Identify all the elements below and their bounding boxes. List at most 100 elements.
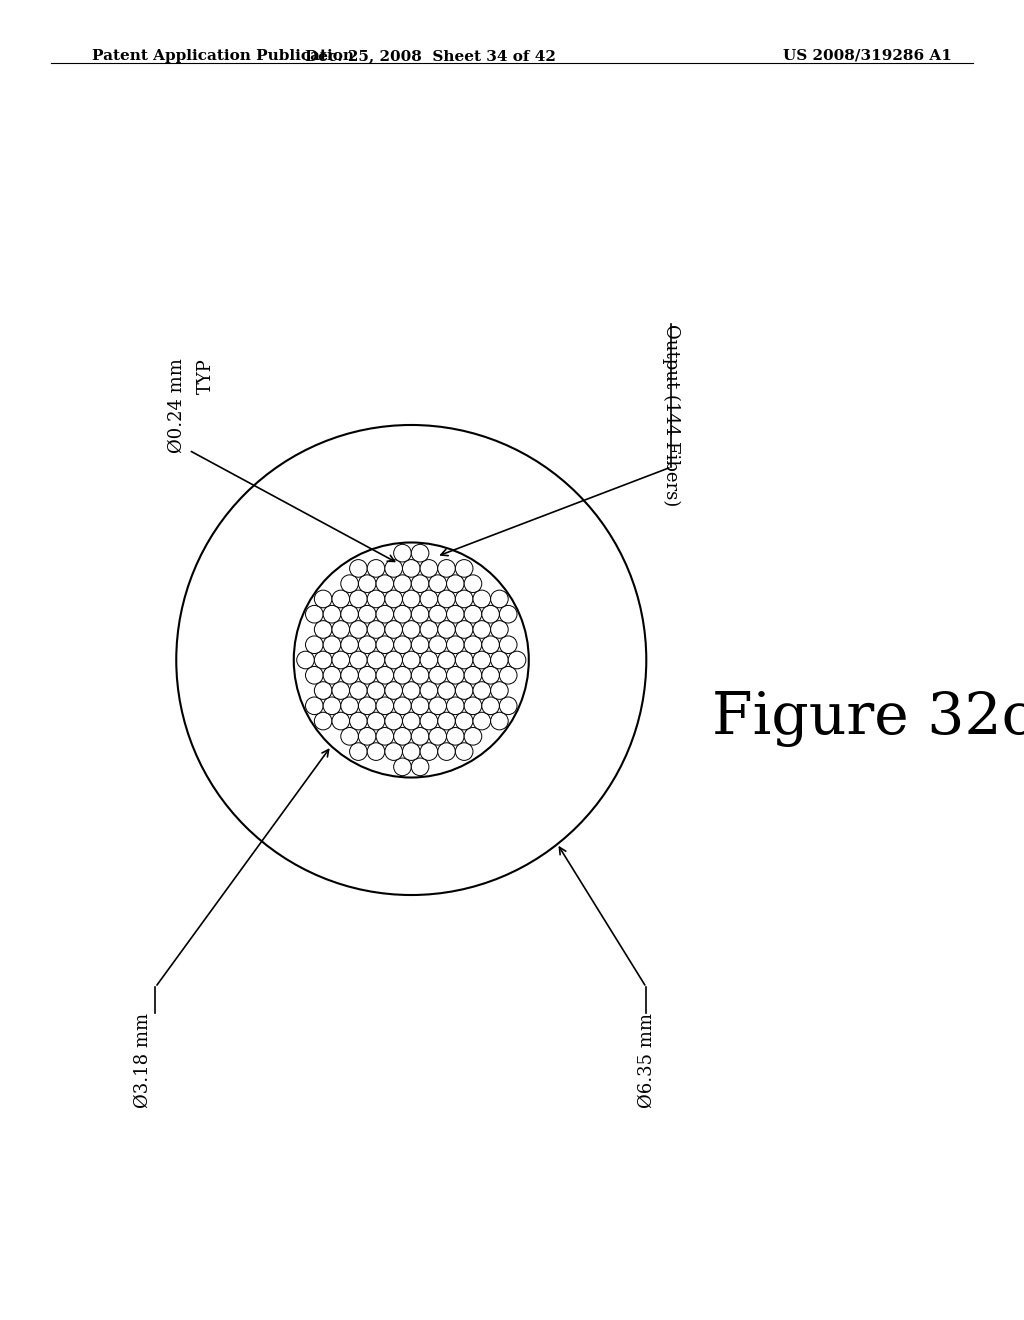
Circle shape <box>420 651 437 669</box>
Circle shape <box>393 606 412 623</box>
Circle shape <box>324 697 341 714</box>
Circle shape <box>368 620 385 639</box>
Circle shape <box>368 560 385 577</box>
Circle shape <box>294 543 528 777</box>
Circle shape <box>437 713 456 730</box>
Circle shape <box>324 606 341 623</box>
Circle shape <box>420 681 437 700</box>
Circle shape <box>446 667 464 684</box>
Circle shape <box>473 620 490 639</box>
Circle shape <box>500 667 517 684</box>
Circle shape <box>473 651 490 669</box>
Circle shape <box>358 576 376 593</box>
Circle shape <box>341 667 358 684</box>
Circle shape <box>412 576 429 593</box>
Circle shape <box>314 590 332 607</box>
Circle shape <box>446 727 464 744</box>
Circle shape <box>437 590 456 607</box>
Circle shape <box>341 576 358 593</box>
Circle shape <box>332 620 349 639</box>
Circle shape <box>385 620 402 639</box>
Circle shape <box>305 636 324 653</box>
Text: Ø0.24 mm: Ø0.24 mm <box>167 358 185 453</box>
Circle shape <box>456 743 473 760</box>
Circle shape <box>412 544 429 562</box>
Text: US 2008/319286 A1: US 2008/319286 A1 <box>783 49 952 63</box>
Circle shape <box>420 620 437 639</box>
Circle shape <box>429 576 446 593</box>
Circle shape <box>402 590 420 607</box>
Circle shape <box>349 713 368 730</box>
Circle shape <box>464 576 481 593</box>
Circle shape <box>420 713 437 730</box>
Circle shape <box>314 651 332 669</box>
Circle shape <box>420 560 437 577</box>
Circle shape <box>393 758 412 776</box>
Circle shape <box>412 636 429 653</box>
Circle shape <box>393 727 412 744</box>
Circle shape <box>456 713 473 730</box>
Circle shape <box>376 606 393 623</box>
Text: TYP: TYP <box>197 358 215 393</box>
Circle shape <box>385 681 402 700</box>
Circle shape <box>305 667 324 684</box>
Circle shape <box>349 560 368 577</box>
Circle shape <box>429 606 446 623</box>
Circle shape <box>305 697 324 714</box>
Circle shape <box>349 651 368 669</box>
Circle shape <box>332 651 349 669</box>
Circle shape <box>429 636 446 653</box>
Circle shape <box>324 636 341 653</box>
Circle shape <box>464 636 481 653</box>
Circle shape <box>473 713 490 730</box>
Circle shape <box>314 681 332 700</box>
Circle shape <box>358 636 376 653</box>
Circle shape <box>481 697 500 714</box>
Text: Figure 32c: Figure 32c <box>712 690 1024 747</box>
Circle shape <box>332 681 349 700</box>
Circle shape <box>420 743 437 760</box>
Circle shape <box>332 713 349 730</box>
Circle shape <box>393 576 412 593</box>
Circle shape <box>490 620 508 639</box>
Circle shape <box>437 743 456 760</box>
Circle shape <box>490 651 508 669</box>
Circle shape <box>420 590 437 607</box>
Circle shape <box>349 743 368 760</box>
Circle shape <box>376 667 393 684</box>
Circle shape <box>376 727 393 744</box>
Circle shape <box>349 681 368 700</box>
Circle shape <box>368 681 385 700</box>
Circle shape <box>314 620 332 639</box>
Circle shape <box>481 667 500 684</box>
Circle shape <box>473 681 490 700</box>
Circle shape <box>368 743 385 760</box>
Circle shape <box>402 620 420 639</box>
Circle shape <box>376 697 393 714</box>
Circle shape <box>349 590 368 607</box>
Circle shape <box>393 544 412 562</box>
Circle shape <box>332 590 349 607</box>
Circle shape <box>402 743 420 760</box>
Circle shape <box>402 560 420 577</box>
Circle shape <box>341 727 358 744</box>
Text: Dec. 25, 2008  Sheet 34 of 42: Dec. 25, 2008 Sheet 34 of 42 <box>305 49 555 63</box>
Circle shape <box>376 636 393 653</box>
Circle shape <box>393 667 412 684</box>
Circle shape <box>341 606 358 623</box>
Circle shape <box>376 576 393 593</box>
Circle shape <box>490 590 508 607</box>
Circle shape <box>412 697 429 714</box>
Circle shape <box>368 651 385 669</box>
Circle shape <box>385 560 402 577</box>
Circle shape <box>481 636 500 653</box>
Circle shape <box>368 590 385 607</box>
Circle shape <box>456 560 473 577</box>
Circle shape <box>412 727 429 744</box>
Text: Output (144 Fibers): Output (144 Fibers) <box>663 325 681 507</box>
Circle shape <box>500 697 517 714</box>
Circle shape <box>358 667 376 684</box>
Circle shape <box>385 590 402 607</box>
Circle shape <box>341 697 358 714</box>
Circle shape <box>412 606 429 623</box>
